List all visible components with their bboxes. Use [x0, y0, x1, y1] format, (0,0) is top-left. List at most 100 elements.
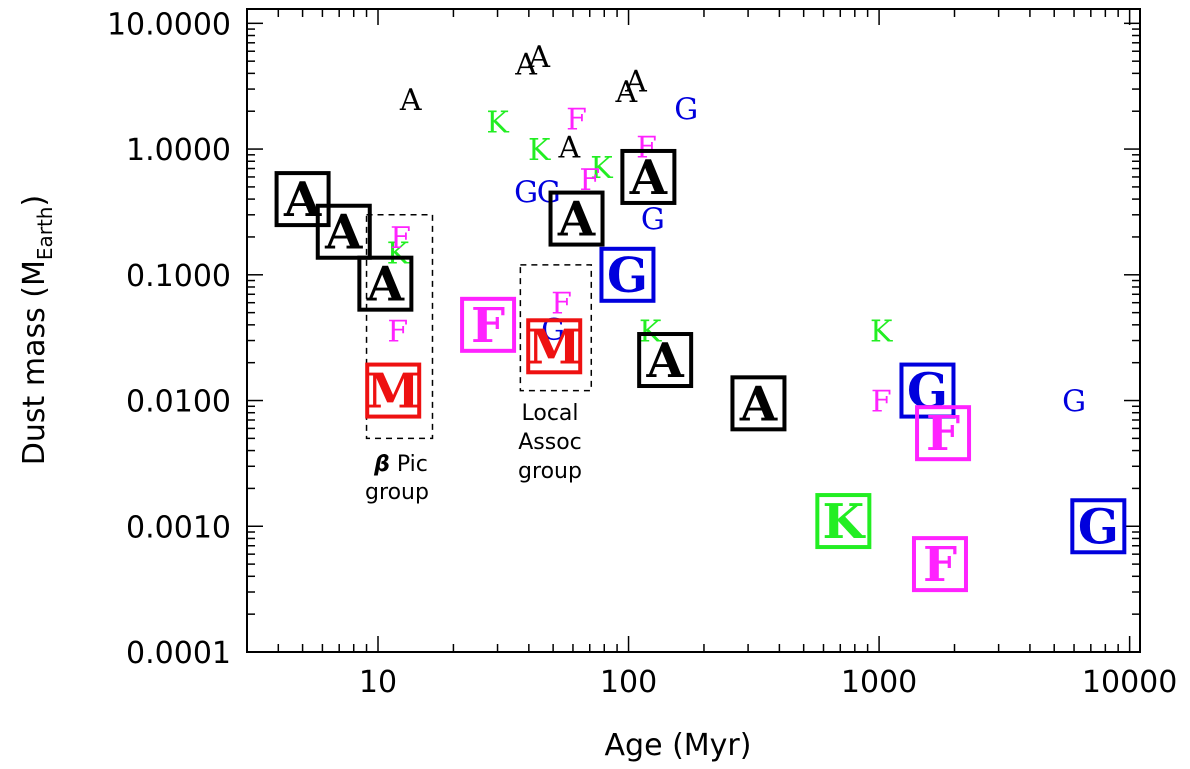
boxed-point-A: A	[357, 255, 414, 313]
pic-text: Pic	[390, 452, 428, 477]
boxed-point-A: A	[548, 190, 605, 248]
plot-frame-group: 10 100 1000 10000 10.0000 1.0000 0.1000 0.0100 0…	[107, 7, 1177, 700]
x-tick-label: 10000	[1082, 665, 1177, 700]
point-letter: A	[366, 257, 405, 313]
point-G: G	[514, 175, 538, 210]
point-F: F	[636, 130, 657, 165]
point-letter: A	[646, 333, 685, 389]
boxed-point-G: G	[1070, 498, 1127, 555]
x-tick-label: 10	[359, 665, 397, 700]
point-F: F	[387, 315, 408, 350]
local-assoc-group-box	[519, 264, 593, 392]
point-A: A	[514, 47, 537, 82]
axis-labels: Age (Myr) Dust mass (MEarth)	[17, 195, 751, 763]
boxed-point-A: A	[620, 148, 677, 206]
local-assoc-label-line2: Assoc	[518, 430, 582, 455]
point-K: K	[590, 151, 613, 186]
boxed-point-A: A	[730, 375, 787, 432]
point-letter: M	[367, 364, 420, 420]
point-G: G	[641, 203, 665, 238]
point-A: A	[615, 75, 638, 110]
point-box	[365, 362, 422, 419]
point-F: F	[566, 103, 587, 138]
boxed-point-G: G	[599, 246, 656, 304]
point-F: F	[551, 287, 572, 322]
boxed-point-G: G	[899, 362, 956, 420]
point-A: A	[557, 130, 580, 165]
y-tick-label: 0.1000	[126, 259, 231, 294]
point-G: G	[674, 93, 698, 128]
point-G: G	[1062, 385, 1086, 420]
y-axis-label: Dust mass (MEarth)	[17, 195, 57, 465]
point-letter: A	[557, 192, 596, 248]
point-box	[815, 493, 872, 550]
local-assoc-label-line1: Local	[521, 401, 578, 426]
point-box	[357, 255, 414, 312]
point-letter: F	[926, 406, 960, 462]
point-F: F	[390, 221, 411, 256]
annotations: β Pic group Local Assoc group	[365, 401, 582, 505]
point-letter: A	[283, 172, 322, 228]
boxed-point-A: A	[637, 332, 694, 389]
point-F: F	[871, 385, 892, 420]
boxed-point-F: F	[460, 296, 517, 354]
point-K: K	[486, 106, 509, 141]
y-tick-label: 10.0000	[107, 7, 231, 42]
point-letter: G	[907, 364, 948, 420]
point-letter: A	[629, 150, 668, 206]
point-box	[730, 375, 787, 432]
beta-pic-group-box	[365, 214, 434, 440]
point-letter: K	[822, 494, 866, 550]
point-box	[1070, 498, 1127, 555]
y-axis-label-close: )	[17, 195, 52, 207]
beta-symbol: β	[373, 452, 390, 477]
point-box	[620, 148, 677, 205]
point-box	[599, 246, 656, 303]
point-A: A	[527, 40, 550, 75]
y-tick-label: 0.0001	[126, 636, 231, 671]
y-tick-label: 0.0100	[126, 385, 231, 420]
x-tick-label: 1000	[841, 665, 917, 700]
point-K: K	[870, 315, 893, 350]
point-letter: A	[739, 376, 778, 432]
point-letter: A	[324, 205, 363, 261]
point-A: A	[399, 83, 422, 118]
group-boxes	[365, 214, 593, 440]
point-box	[315, 203, 372, 260]
x-axis-label: Age (Myr)	[605, 728, 752, 763]
y-axis-label-main: Dust mass (M	[17, 260, 52, 465]
y-tick-label: 1.0000	[126, 133, 231, 168]
point-letter: G	[1078, 499, 1119, 555]
point-box	[637, 332, 694, 389]
plot-frame	[246, 8, 1141, 653]
point-box	[915, 405, 972, 462]
point-letter: G	[607, 248, 648, 304]
boxed-point-F: F	[911, 536, 968, 593]
boxed-point-K: K	[815, 493, 872, 550]
boxed-point-M: M	[526, 318, 583, 375]
point-box	[548, 190, 605, 247]
beta-pic-label-line1: β Pic	[373, 452, 428, 477]
point-F: F	[579, 163, 600, 198]
boxed-point-M: M	[365, 362, 422, 420]
point-letter: F	[471, 298, 505, 354]
point-K: K	[387, 237, 410, 272]
y-axis-label-sub: Earth	[33, 207, 57, 261]
point-K: K	[528, 133, 551, 168]
beta-pic-label-line2: group	[365, 480, 429, 505]
point-letter: M	[528, 319, 581, 375]
point-box	[526, 318, 583, 375]
boxed-point-A: A	[274, 171, 331, 228]
point-box	[460, 296, 517, 353]
point-letter: F	[923, 537, 957, 593]
x-tick-label: 100	[600, 665, 657, 700]
point-box	[899, 362, 956, 419]
y-tick-label: 0.0010	[126, 510, 231, 545]
point-box	[274, 171, 331, 228]
point-box	[911, 536, 968, 593]
boxed-point-A: A	[315, 203, 372, 261]
point-A: A	[624, 65, 647, 100]
local-assoc-label-line3: group	[518, 459, 582, 484]
